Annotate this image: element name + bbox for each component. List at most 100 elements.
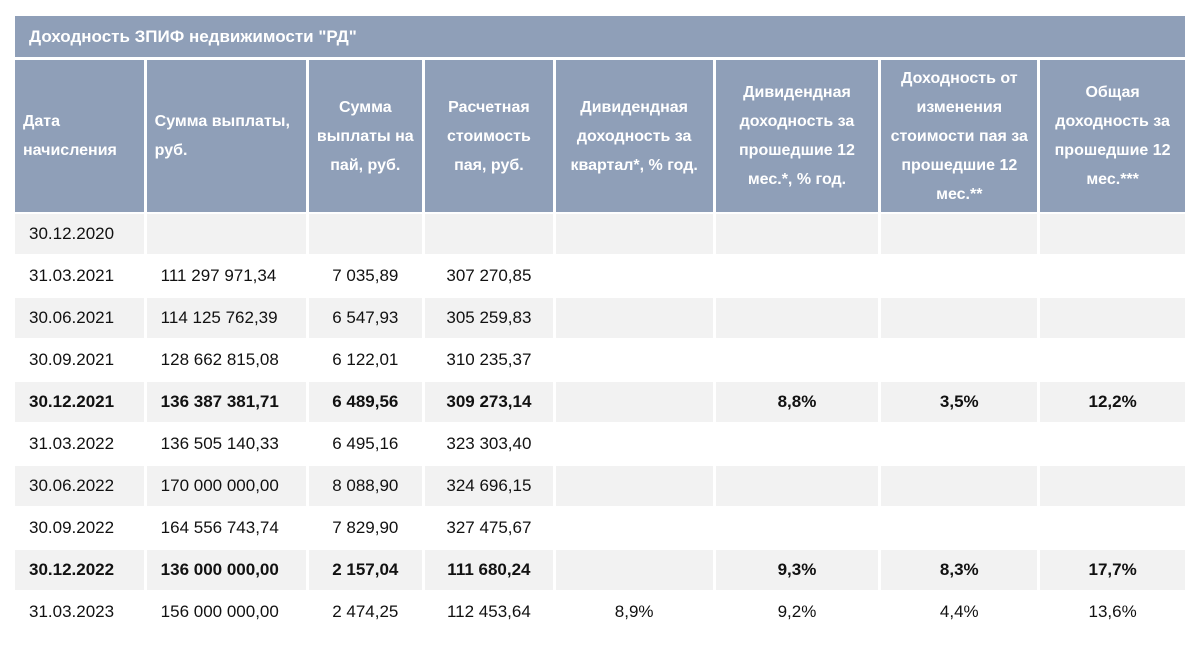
payout-total-cell [146,214,306,254]
12m-total-yield-cell [1040,214,1185,254]
12m-dividend-yield-cell [716,256,879,296]
12m-dividend-yield-cell [715,298,879,338]
quarter-dividend-yield-cell [556,424,713,464]
12m-dividend-yield-cell [716,340,879,380]
payout-per-unit-cell: 2 474,25 [332,602,399,621]
date-cell: 31.03.2022 [29,434,115,453]
12m-total-yield-cell [1040,466,1185,506]
date-cell: 30.06.2022 [15,466,144,506]
12m-dividend-yield-cell [715,214,879,254]
col-header-quarter-dividend-yield: Дивидендная доходность за квартал*, % го… [555,60,713,212]
table-row: 31.03.2023 156 000 000,00 2 474,25 112 453,… [15,592,1185,632]
payout-total-cell: 170 000 000,00 [146,466,306,506]
quarter-dividend-yield-cell [555,550,713,590]
table-row: 31.03.2022 136 505 140,33 6 495,16 323 303,… [15,424,1185,464]
payout-per-unit-cell: 7 035,89 [332,266,399,285]
yield-table: Доходность ЗПИФ недвижимости "РД" Дата н… [12,16,1188,634]
quarter-dividend-yield-cell [556,256,713,296]
payout-total-cell: 136 000 000,00 [146,550,306,590]
col-header-12m-value-change-yield: Доходность от изменения стоимости пая за… [881,60,1038,212]
col-header-payout-total: Сумма выплаты, руб. [146,60,306,212]
date-cell: 30.12.2022 [15,550,144,590]
table-row: 30.12.2021 136 387 381,71 6 489,56 309 273,… [15,382,1185,422]
12m-total-yield-cell: 12,2% [1040,382,1185,422]
12m-value-change-cell: 3,5% [881,382,1038,422]
quarter-dividend-yield-cell [555,298,713,338]
table-row: 30.09.2021 128 662 815,08 6 122,01 310 235,… [15,340,1185,380]
payout-per-unit-cell: 2 157,04 [308,550,423,590]
payout-per-unit-cell: 6 122,01 [332,350,399,369]
date-cell: 30.12.2020 [15,214,144,254]
12m-dividend-yield-cell: 8,8% [715,382,879,422]
12m-total-yield-cell: 17,7% [1040,550,1185,590]
table-row: 30.12.2020 [15,214,1185,254]
col-header-date: Дата начисления [15,60,144,212]
table-row: 30.12.2022 136 000 000,00 2 157,04 111 680,… [15,550,1185,590]
12m-dividend-yield-cell [715,466,879,506]
payout-total-cell: 164 556 743,74 [160,518,279,537]
payout-per-unit-cell: 6 547,93 [308,298,423,338]
date-cell: 30.06.2021 [15,298,144,338]
payout-total-cell: 156 000 000,00 [160,602,279,621]
12m-dividend-yield-cell [716,508,879,548]
12m-total-yield-cell [1040,424,1185,464]
payout-per-unit-cell: 7 829,90 [332,518,399,537]
payout-total-cell: 136 387 381,71 [146,382,306,422]
payout-per-unit-cell: 8 088,90 [308,466,423,506]
unit-value-cell: 310 235,37 [446,350,532,369]
date-cell: 30.12.2021 [15,382,144,422]
col-header-unit-value: Расчетная стоимость пая, руб. [425,60,553,212]
quarter-dividend-yield-cell: 8,9% [614,602,654,621]
quarter-dividend-yield-cell [555,382,713,422]
12m-value-change-cell [881,466,1038,506]
12m-value-change-cell [881,508,1037,548]
12m-dividend-yield-cell: 9,2% [777,602,817,621]
payout-total-cell: 114 125 762,39 [146,298,306,338]
quarter-dividend-yield-cell [555,214,713,254]
unit-value-cell: 327 475,67 [446,518,532,537]
12m-total-yield-cell: 13,6% [1088,602,1137,621]
unit-value-cell: 307 270,85 [446,266,532,285]
col-header-12m-dividend-yield: Дивидендная доходность за прошедшие 12 м… [715,60,879,212]
12m-value-change-cell [881,340,1037,380]
12m-value-change-cell: 4,4% [939,602,979,621]
12m-total-yield-cell [1040,508,1185,548]
table-row: 30.06.2022 170 000 000,00 8 088,90 324 696,… [15,466,1185,506]
table-title: Доходность ЗПИФ недвижимости "РД" [15,16,1185,57]
unit-value-cell: 309 273,14 [425,382,553,422]
payout-total-cell: 136 505 140,33 [160,434,279,453]
date-cell: 30.09.2022 [29,518,115,537]
12m-total-yield-cell [1040,340,1185,380]
12m-value-change-cell [881,256,1037,296]
table-row: 30.06.2021 114 125 762,39 6 547,93 305 259,… [15,298,1185,338]
payout-per-unit-cell [308,214,423,254]
12m-dividend-yield-cell [716,424,879,464]
unit-value-cell: 112 453,64 [446,602,531,621]
date-cell: 31.03.2023 [29,602,115,621]
payout-total-cell: 128 662 815,08 [160,350,279,369]
12m-dividend-yield-cell: 9,3% [715,550,879,590]
unit-value-cell: 324 696,15 [425,466,553,506]
date-cell: 30.09.2021 [29,350,115,369]
unit-value-cell: 111 680,24 [425,550,553,590]
col-header-payout-per-unit: Сумма выплаты на пай, руб. [308,60,423,212]
payout-per-unit-cell: 6 489,56 [308,382,423,422]
unit-value-cell [425,214,553,254]
quarter-dividend-yield-cell [555,466,713,506]
12m-value-change-cell: 8,3% [881,550,1038,590]
table-row: 31.03.2021 111 297 971,34 7 035,89 307 270,… [15,256,1185,296]
table-body: 30.12.2020 31.03.2021 111 297 971,34 7 035,… [15,214,1185,632]
12m-total-yield-cell [1040,298,1185,338]
unit-value-cell: 305 259,83 [425,298,553,338]
date-cell: 31.03.2021 [29,266,115,285]
12m-total-yield-cell [1040,256,1185,296]
quarter-dividend-yield-cell [556,508,713,548]
header-row: Дата начисления Сумма выплаты, руб. Сумм… [15,60,1185,212]
table-row: 30.09.2022 164 556 743,74 7 829,90 327 475,… [15,508,1185,548]
payout-total-cell: 111 297 971,34 [160,266,277,285]
12m-value-change-cell [881,298,1038,338]
payout-per-unit-cell: 6 495,16 [332,434,399,453]
12m-value-change-cell [881,214,1038,254]
col-header-12m-total-yield: Общая доходность за прошедшие 12 мес.*** [1040,60,1185,212]
unit-value-cell: 323 303,40 [446,434,532,453]
